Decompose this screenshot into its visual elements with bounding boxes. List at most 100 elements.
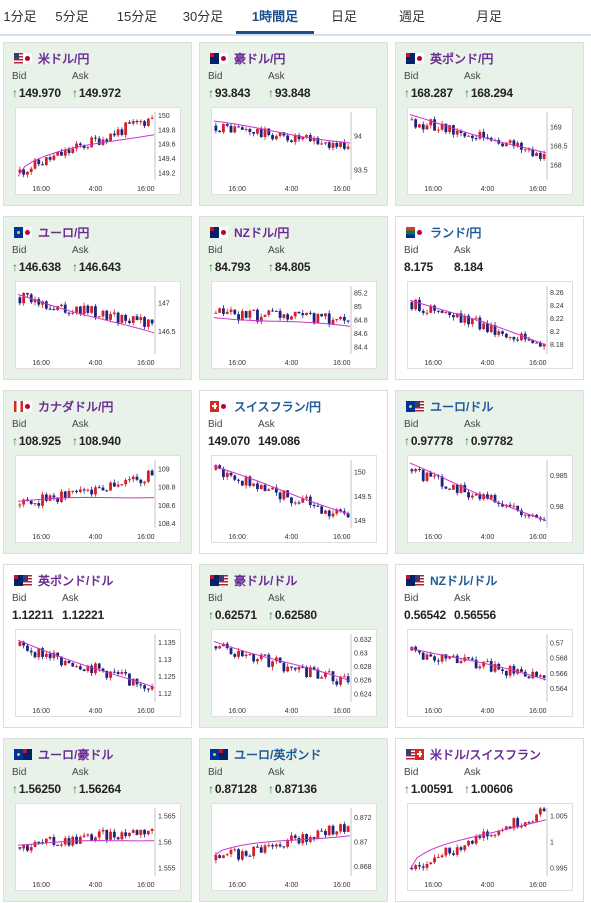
tab-monthly[interactable]: 月足: [475, 9, 502, 24]
currency-card[interactable]: NZドル/円 Bid Ask ↑84.793 ↑84.805 85.2 85 84.8 84.6…: [199, 216, 388, 380]
mini-chart[interactable]: 1.565 1.56 1.555 16:00 4:00 16:00: [15, 803, 181, 891]
tab-1min[interactable]: 1分足: [3, 9, 37, 24]
candle-body: [312, 837, 316, 840]
tab-weekly[interactable]: 週足: [398, 9, 425, 24]
currency-card[interactable]: ユーロ/英ポンド Bid Ask ↑0.87128 ↑0.87136 0.872 0.87 0…: [199, 738, 388, 902]
y-tick-label: 0.628: [354, 664, 372, 671]
mini-chart[interactable]: 0.632 0.63 0.628 0.626 0.624 16:00 4:00 16:00: [211, 629, 377, 717]
pair-name[interactable]: 英ポンド/円: [430, 51, 494, 66]
pair-name[interactable]: ユーロ/ドル: [430, 399, 494, 414]
pair-title[interactable]: ユーロ/豪ドル: [14, 745, 113, 763]
mini-chart[interactable]: 0.985 0.98 16:00 4:00 16:00: [407, 455, 573, 543]
pair-name[interactable]: NZドル/円: [234, 225, 290, 240]
candle-body: [26, 293, 29, 295]
mini-chart[interactable]: 147 146.5 16:00 4:00 16:00: [15, 281, 181, 369]
candle-body: [240, 650, 244, 657]
y-tick-label: 84.4: [354, 345, 368, 352]
candle-body: [97, 316, 101, 318]
currency-card[interactable]: 英ポンド/ドル Bid Ask 1.12211 1.12221 1.135 1.13 1.12…: [3, 564, 192, 728]
candlestick-chart: 150 149.5 149 16:00 4:00 16:00: [213, 460, 372, 541]
x-tick-label: 16:00: [137, 708, 155, 715]
currency-card[interactable]: 豪ドル/円 Bid Ask ↑93.843 ↑93.848 94 93.5 16:00 4:00…: [199, 42, 388, 206]
candle-body: [105, 829, 109, 840]
pair-name[interactable]: 米ドル/円: [38, 51, 90, 66]
candle-body: [124, 479, 128, 485]
currency-card[interactable]: 豪ドル/ドル Bid Ask ↑0.62571 ↑0.62580 0.632 0.63 0.6…: [199, 564, 388, 728]
mini-chart[interactable]: 109 108.8 108.6 108.4 16:00 4:00 16:00: [15, 455, 181, 543]
x-tick-label: 4:00: [89, 708, 103, 715]
currency-card[interactable]: ユーロ/円 Bid Ask ↑146.638 ↑146.643 147 146.5 16:00…: [3, 216, 192, 380]
currency-card[interactable]: ユーロ/豪ドル Bid Ask ↑1.56250 ↑1.56264 1.565 1.56 1.…: [3, 738, 192, 902]
tab-15min[interactable]: 15分足: [116, 9, 158, 24]
y-tick-label: 85.2: [354, 290, 368, 297]
pair-title[interactable]: 豪ドル/ドル: [210, 571, 297, 589]
pair-name[interactable]: 豪ドル/円: [234, 51, 286, 66]
currency-card[interactable]: 英ポンド/円 Bid Ask ↑168.287 ↑168.294 169 168.5 168 1…: [395, 42, 584, 206]
pair-title[interactable]: NZドル/ドル: [406, 571, 497, 589]
pair-name[interactable]: スイスフラン/円: [234, 399, 321, 414]
x-tick-label: 4:00: [481, 534, 495, 541]
pair-title[interactable]: 米ドル/円: [14, 49, 89, 67]
currency-card[interactable]: ランド/円 Bid Ask 8.175 8.184 8.26 8.24 8.22 8.2 8.18…: [395, 216, 584, 380]
mini-chart[interactable]: 150 149.5 149 16:00 4:00 16:00: [211, 455, 377, 543]
pair-name[interactable]: ユーロ/円: [38, 225, 90, 240]
mini-chart[interactable]: 8.26 8.24 8.22 8.2 8.18 16:00 4:00 16:00: [407, 281, 573, 369]
candle-body: [124, 314, 128, 321]
candle-body: [523, 514, 527, 516]
pair-name[interactable]: 米ドル/スイスフラン: [430, 747, 541, 762]
candle-body: [520, 142, 523, 150]
tab-5min[interactable]: 5分足: [55, 9, 89, 24]
pair-name[interactable]: 豪ドル/ドル: [234, 573, 298, 588]
pair-title[interactable]: 英ポンド/円: [406, 49, 493, 67]
pair-title[interactable]: 英ポンド/ドル: [14, 571, 113, 589]
tab-1hour[interactable]: 1時間足: [236, 0, 314, 34]
pair-title[interactable]: ユーロ/英ポンド: [210, 745, 321, 763]
mini-chart[interactable]: 1.005 1 0.995 16:00 4:00 16:00: [407, 803, 573, 891]
mini-chart[interactable]: 85.2 85 84.8 84.6 84.4 16:00 4:00 16:00: [211, 281, 377, 369]
pair-title[interactable]: カナダドル/円: [14, 397, 113, 415]
pair-name[interactable]: 英ポンド/ドル: [38, 573, 114, 588]
candle-body: [229, 309, 233, 312]
currency-card[interactable]: 米ドル/スイスフラン Bid Ask ↑1.00591 ↑1.00606 1.005 1 0.…: [395, 738, 584, 902]
mini-chart[interactable]: 0.872 0.87 0.868 16:00 4:00 16:00: [211, 803, 377, 891]
pair-name[interactable]: ユーロ/豪ドル: [38, 747, 114, 762]
mini-chart[interactable]: 94 93.5 16:00 4:00 16:00: [211, 107, 377, 195]
mini-chart[interactable]: 1.135 1.13 1.125 1.12 16:00 4:00 16:00: [15, 629, 181, 717]
pair-title[interactable]: ユーロ/ドル: [406, 397, 493, 415]
candle-body: [301, 834, 305, 844]
currency-card[interactable]: 米ドル/円 Bid Ask ↑149.970 ↑149.972 150 149.8 149.6…: [3, 42, 192, 206]
ask-value: ↑149.972: [72, 86, 121, 100]
ask-value: 8.184: [454, 260, 484, 274]
candle-body: [146, 470, 150, 482]
pair-title[interactable]: 豪ドル/円: [210, 49, 285, 67]
candle-body: [508, 336, 512, 338]
x-tick-label: 4:00: [285, 186, 299, 193]
tab-daily[interactable]: 日足: [330, 9, 357, 24]
pair-title[interactable]: 米ドル/スイスフラン: [406, 745, 541, 763]
candle-body: [312, 667, 316, 670]
currency-card[interactable]: ユーロ/ドル Bid Ask ↑0.97778 ↑0.97782 0.985 0.98 16:…: [395, 390, 584, 554]
pair-name[interactable]: ランド/円: [430, 225, 482, 240]
pair-title[interactable]: スイスフラン/円: [210, 397, 321, 415]
currency-card[interactable]: カナダドル/円 Bid Ask ↑108.925 ↑108.940 109 108.8 108…: [3, 390, 192, 554]
pair-name[interactable]: NZドル/ドル: [430, 573, 498, 588]
mini-chart[interactable]: 150 149.8 149.6 149.4 149.2 16:00 4:00 16:00: [15, 107, 181, 195]
candle-body: [97, 138, 101, 145]
pair-title[interactable]: ユーロ/円: [14, 223, 89, 241]
currency-card[interactable]: NZドル/ドル Bid Ask 0.56542 0.56556 0.57 0.568 0.56…: [395, 564, 584, 728]
mini-chart[interactable]: 169 168.5 168 16:00 4:00 16:00: [407, 107, 573, 195]
candle-body: [259, 316, 263, 322]
pair-name[interactable]: カナダドル/円: [38, 399, 114, 414]
candle-body: [256, 846, 259, 848]
pair-name[interactable]: ユーロ/英ポンド: [234, 747, 322, 762]
candle-body: [52, 837, 56, 845]
candle-body: [94, 487, 97, 495]
tab-30min[interactable]: 30分足: [182, 9, 224, 24]
pair-title[interactable]: NZドル/円: [210, 223, 289, 241]
candle-body: [538, 342, 542, 347]
candle-body: [463, 845, 467, 850]
pair-title[interactable]: ランド/円: [406, 223, 481, 241]
mini-chart[interactable]: 0.57 0.568 0.566 0.564 16:00 4:00 16:00: [407, 629, 573, 717]
currency-card[interactable]: スイスフラン/円 Bid Ask 149.070 149.086 150 149.5 149 1…: [199, 390, 388, 554]
candle-body: [278, 492, 282, 500]
